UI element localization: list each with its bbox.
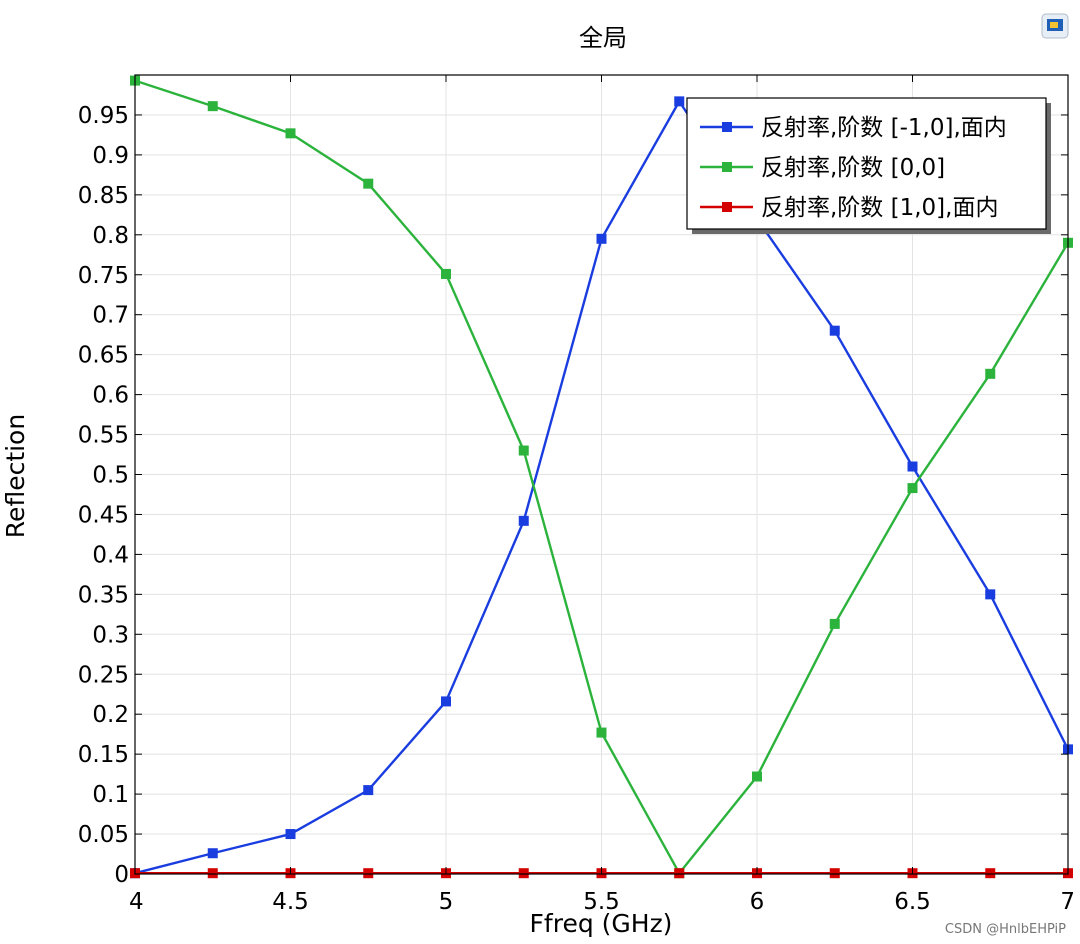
y-tick-label: 0.4 — [92, 542, 129, 568]
legend-item: 反射率,阶数 [1,0],面内 — [700, 195, 998, 221]
y-tick-label: 0.95 — [78, 103, 129, 129]
data-point — [907, 483, 918, 494]
y-tick-label: 0.55 — [78, 423, 129, 449]
series-1 — [130, 75, 1073, 879]
y-tick-label: 0.75 — [78, 263, 129, 289]
data-point — [285, 829, 296, 840]
y-tick-label: 0.5 — [92, 463, 129, 489]
legend-swatch-marker — [722, 122, 732, 132]
x-tick-label: 4 — [129, 889, 144, 915]
y-tick-label: 0.7 — [92, 303, 129, 329]
x-tick-label: 5 — [439, 889, 454, 915]
y-tick-label: 0.65 — [78, 343, 129, 369]
y-tick-label: 0.1 — [92, 782, 129, 808]
x-tick-label: 4.5 — [272, 889, 309, 915]
data-point — [596, 233, 607, 244]
y-tick-label: 0.3 — [92, 622, 129, 648]
y-tick-label: 0.2 — [92, 702, 129, 728]
y-tick-label: 0.45 — [78, 502, 129, 528]
watermark: CSDN @HnlbEHPiP — [945, 922, 1066, 937]
legend-item: 反射率,阶数 [0,0] — [700, 155, 945, 181]
legend-label: 反射率,阶数 [0,0] — [761, 155, 945, 181]
y-axis-title: Reflection — [1, 414, 30, 538]
data-point — [441, 268, 451, 279]
data-point — [596, 727, 607, 738]
data-point — [985, 368, 996, 379]
data-point — [207, 868, 218, 879]
data-point — [752, 771, 762, 782]
y-tick-label: 0.8 — [92, 223, 129, 249]
x-tick-label: 5.5 — [583, 889, 620, 915]
legend-swatch-marker — [722, 162, 732, 172]
legend-item: 反射率,阶数 [-1,0],面内 — [700, 115, 1007, 141]
data-point — [518, 868, 529, 879]
x-tick-label: 6.5 — [894, 889, 931, 915]
comsol-logo-icon — [1041, 13, 1069, 39]
data-point — [829, 325, 840, 336]
data-point — [985, 868, 996, 879]
ticks: 0 0.05 0.1 0.15 0.2 0.25 0.3 0.35 0.4 0.45 0.5 0.55… — [78, 75, 1075, 915]
data-point — [363, 178, 374, 189]
x-tick-label: 6 — [750, 889, 765, 915]
data-point — [518, 445, 529, 456]
y-tick-label: 0.6 — [92, 383, 129, 409]
data-point — [829, 618, 840, 629]
data-point — [363, 785, 374, 796]
data-point — [518, 515, 529, 526]
y-tick-label: 0.25 — [78, 662, 129, 688]
data-point — [363, 868, 374, 879]
y-tick-label: 0.9 — [92, 143, 129, 169]
y-tick-label: 0.15 — [78, 742, 129, 768]
legend-label: 反射率,阶数 [1,0],面内 — [761, 195, 998, 221]
data-point — [441, 696, 451, 707]
data-point — [829, 868, 840, 879]
y-tick-label: 0 — [114, 862, 129, 888]
data-point — [674, 868, 685, 879]
legend-label: 反射率,阶数 [-1,0],面内 — [761, 115, 1007, 141]
data-point — [674, 96, 685, 107]
x-tick-label: 7 — [1060, 889, 1075, 915]
data-point — [207, 101, 218, 112]
data-point — [207, 848, 218, 859]
legend-swatch-marker — [722, 202, 732, 212]
data-point — [907, 461, 918, 472]
y-tick-label: 0.35 — [78, 582, 129, 608]
chart-title: 全局 — [579, 24, 627, 52]
x-axis-title: Ffreq (GHz) — [530, 909, 673, 938]
y-tick-label: 0.85 — [78, 183, 129, 209]
data-point — [285, 128, 296, 139]
data-point — [985, 589, 996, 600]
y-tick-label: 0.05 — [78, 822, 129, 848]
